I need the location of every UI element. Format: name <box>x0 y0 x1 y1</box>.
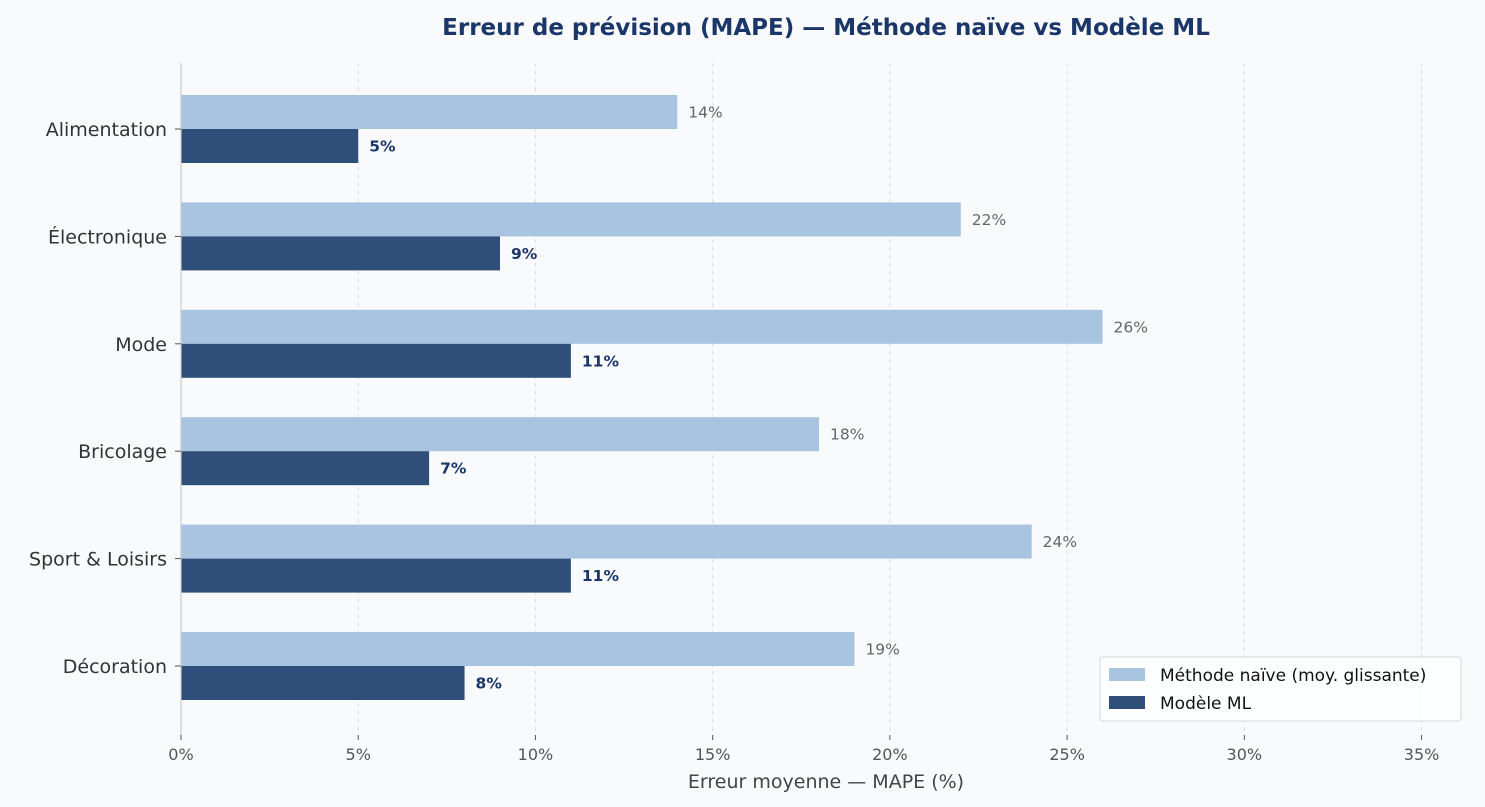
bar-ml-bricolage <box>181 451 430 486</box>
legend-label-naive: Méthode naïve (moy. glissante) <box>1160 666 1426 686</box>
x-tick-label: 15% <box>695 745 731 764</box>
grid-lines <box>357 63 1423 735</box>
legend-label-ml: Modèle ML <box>1160 694 1252 714</box>
bar-ml-mode <box>181 343 571 378</box>
bar-naive-electronique <box>181 202 961 237</box>
legend-box <box>1099 656 1462 722</box>
bar-naive-alimentation <box>181 95 678 129</box>
value-label-ml-decoration: 8% <box>476 675 503 693</box>
value-label-naive-alimentation: 14% <box>688 104 722 122</box>
value-label-ml-mode: 11% <box>582 352 620 370</box>
category-label-mode: Mode <box>115 334 167 356</box>
x-axis-label: Erreur moyenne — MAPE (%) <box>688 771 964 793</box>
value-label-ml-bricolage: 7% <box>440 460 467 478</box>
category-label-decoration: Décoration <box>63 656 167 678</box>
value-labels-group: 14% 22% 26% 18% 24% 19% 5% 9% 11% 7% 11% 8% <box>369 104 1148 693</box>
category-label-electronique: Électronique <box>48 225 167 248</box>
x-tick-label: 35% <box>1404 745 1440 764</box>
bars-group <box>181 95 1103 700</box>
x-tick-label: 30% <box>1227 745 1263 764</box>
category-label-sport-loisirs: Sport & Loisirs <box>29 549 167 571</box>
bar-ml-alimentation <box>181 129 359 163</box>
x-tick-label: 0% <box>168 745 193 764</box>
value-label-ml-sport-loisirs: 11% <box>582 567 620 585</box>
bar-naive-mode <box>181 309 1103 344</box>
legend: Méthode naïve (moy. glissante) Modèle ML <box>1099 656 1462 722</box>
value-label-ml-alimentation: 5% <box>369 138 396 156</box>
x-tick-label: 10% <box>518 745 554 764</box>
bar-ml-electronique <box>181 236 500 271</box>
bar-naive-bricolage <box>181 417 819 452</box>
bar-ml-decoration <box>181 666 465 700</box>
value-label-naive-decoration: 19% <box>865 641 899 659</box>
bar-ml-sport-loisirs <box>181 558 571 593</box>
value-label-naive-mode: 26% <box>1114 318 1148 336</box>
chart-title: Erreur de prévision (MAPE) — Méthode naï… <box>442 15 1210 41</box>
x-tick-label: 20% <box>872 745 908 764</box>
axes-group: 0% 5% 10% 15% 20% 25% 30% 35% Alimentation Électr… <box>29 63 1439 764</box>
value-label-naive-bricolage: 18% <box>830 426 864 444</box>
legend-swatch-ml <box>1109 696 1145 709</box>
value-label-naive-electronique: 22% <box>972 211 1006 229</box>
value-label-ml-electronique: 9% <box>511 245 538 263</box>
value-label-naive-sport-loisirs: 24% <box>1043 533 1077 551</box>
x-tick-label: 25% <box>1049 745 1085 764</box>
bar-naive-decoration <box>181 632 855 666</box>
bar-naive-sport-loisirs <box>181 524 1032 559</box>
x-tick-label: 5% <box>346 745 371 764</box>
category-label-alimentation: Alimentation <box>46 119 167 141</box>
legend-swatch-naive <box>1109 668 1145 681</box>
category-label-bricolage: Bricolage <box>78 441 167 463</box>
